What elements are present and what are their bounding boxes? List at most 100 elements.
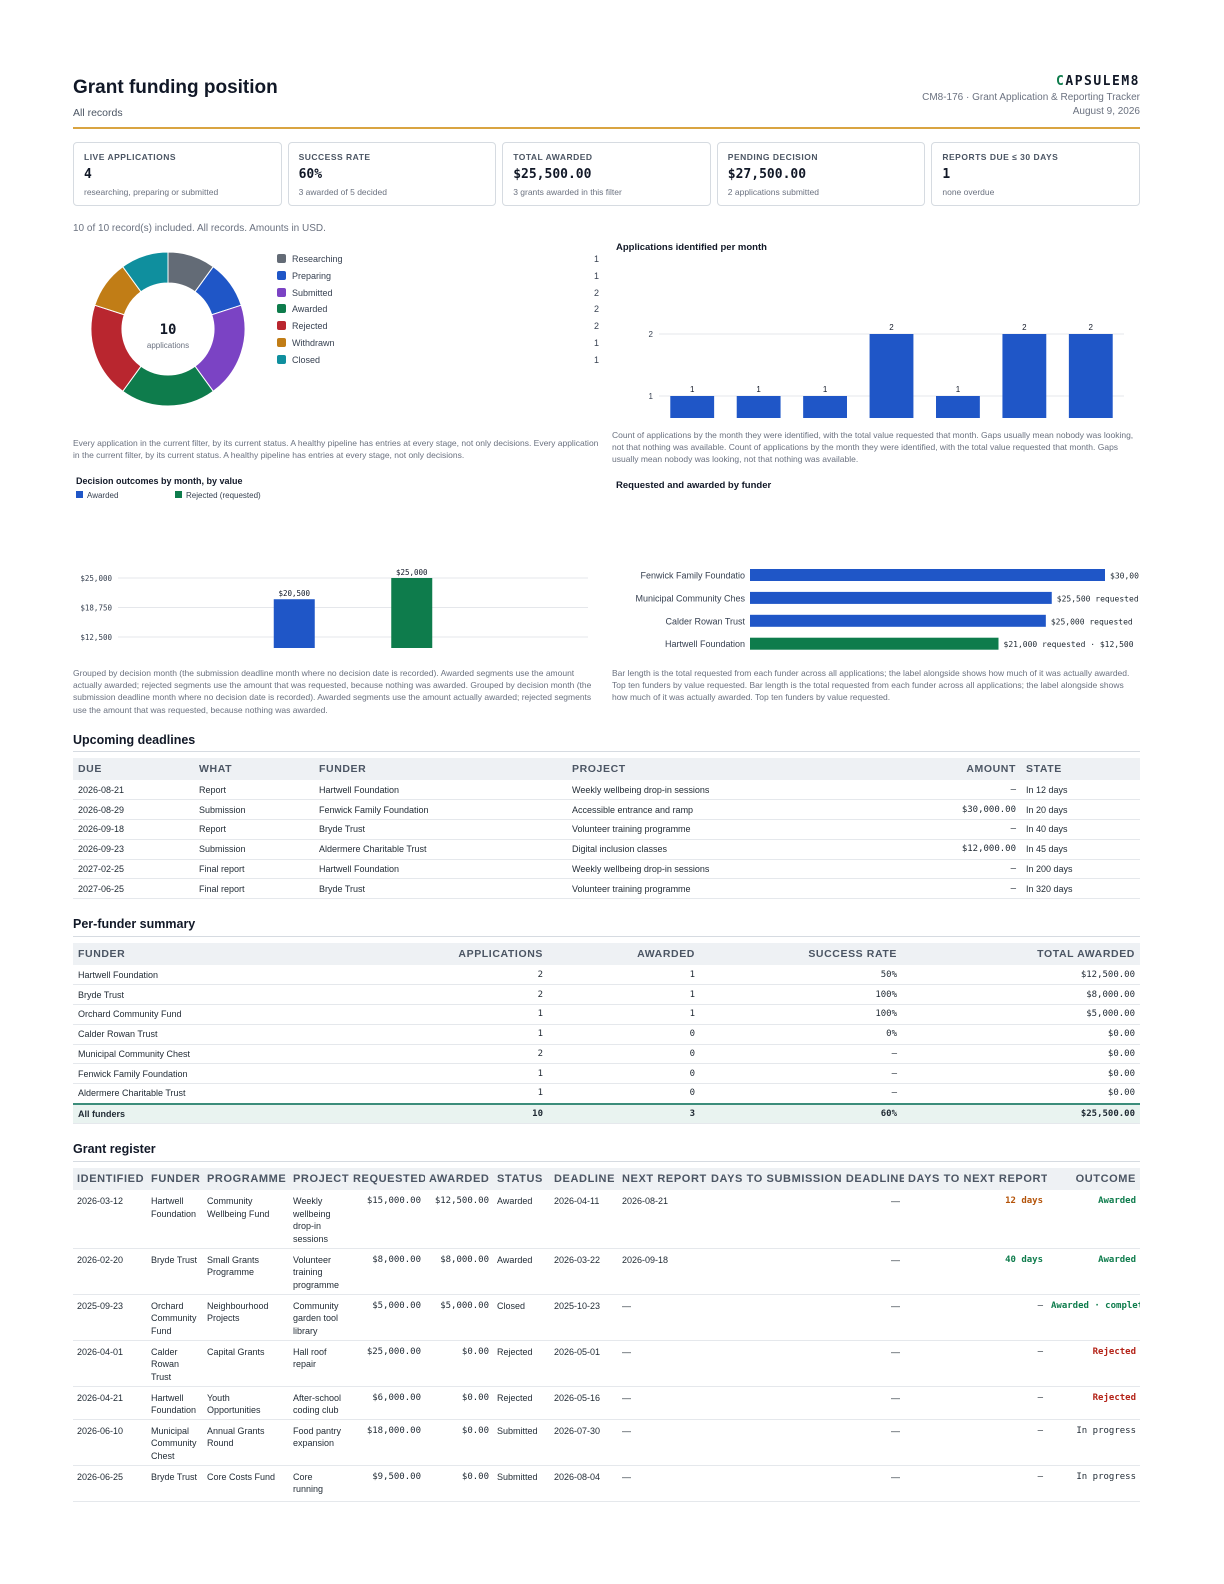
table-cell: — — [700, 1083, 902, 1105]
table-row: Hartwell Foundation 2 1 50% $12,500.00 — [73, 965, 1140, 986]
table-cell: Orchard Community Fund — [147, 1294, 203, 1341]
column-header: DUE — [73, 758, 194, 780]
table-cell: 40 days — [904, 1248, 1047, 1295]
table-cell: Bryde Trust — [314, 878, 567, 900]
column-header: PROJECT — [567, 758, 897, 780]
table-row: 2026-04-01 Calder Rowan Trust Capital Gran… — [73, 1340, 1140, 1387]
legend-item-preparing: Preparing 1 — [277, 270, 599, 283]
column-header: PROJECT — [289, 1168, 349, 1190]
column-header: AMOUNT — [897, 758, 1021, 780]
kpi-label: PENDING DECISION — [727, 152, 818, 162]
table-cell: Volunteer training programme — [567, 819, 897, 840]
brand-block: CAPSULEM8 CM8-176 · Grant Application & … — [922, 74, 1140, 117]
table-cell: — — [707, 1386, 904, 1420]
bar-feb-26 — [736, 396, 781, 418]
table-cell: $5,000.00 — [902, 1004, 1140, 1025]
bar-value-label: 2 — [1022, 323, 1027, 332]
column-header: TOTAL AWARDED — [902, 943, 1140, 965]
table-cell: In 200 days — [1021, 859, 1140, 880]
table-cell: 1 — [373, 1004, 548, 1025]
legend-count: 2 — [593, 321, 599, 332]
table-cell: Weekly wellbeing drop-in sessions — [567, 859, 897, 880]
table-cell: $12,000.00 — [897, 839, 1021, 860]
legend-label: Closed — [292, 354, 321, 365]
legend-count: 1 — [593, 270, 599, 281]
table-cell: Bryde Trust — [314, 819, 567, 840]
legend-label: Withdrawn — [292, 338, 335, 348]
report-date: August 9, 2026 — [1072, 106, 1140, 117]
table-cell: Rejected — [493, 1340, 550, 1387]
legend-label: Submitted — [292, 287, 333, 298]
table-cell: Fenwick Family Foundation — [314, 799, 567, 821]
table-cell: Capital Grants — [203, 1340, 289, 1387]
kpi-label: SUCCESS RATE — [298, 152, 371, 162]
table-cell: $0.00 — [902, 1063, 1140, 1085]
kpi-value: $25,500.00 — [513, 167, 592, 182]
month-chart-caption: Count of applications by the month they … — [612, 430, 1134, 465]
table-row: 2026-03-12 Hartwell Foundation Community W… — [73, 1190, 1140, 1249]
legend-count: 1 — [593, 354, 599, 365]
kpi-card-reports-due: REPORTS DUE ≤ 30 DAYS 1 none overdue — [931, 142, 1140, 206]
funder-label: Hartwell Foundation — [665, 639, 745, 649]
table-cell: In 12 days — [1021, 780, 1140, 801]
table-cell: Awarded — [493, 1190, 550, 1249]
bar-value-label: 2 — [1089, 323, 1094, 332]
table-cell: 0 — [548, 1024, 700, 1045]
table-cell: — — [897, 859, 1021, 880]
table-cell: Volunteer training programme — [289, 1248, 349, 1295]
filter-subtitle: All records — [73, 107, 123, 119]
bar-jul-26 — [1068, 334, 1113, 418]
bar-mar-26 — [803, 396, 847, 418]
table-cell: 2 — [373, 1044, 548, 1065]
kpi-card-live-applications: LIVE APPLICATIONS 4 researching, prepari… — [73, 142, 282, 206]
table-cell: 12 days — [904, 1190, 1047, 1249]
table-cell: Submission — [194, 839, 314, 860]
table-cell: 1 — [548, 984, 700, 1006]
table-cell: 1 — [548, 965, 700, 986]
donut-slice-closed — [122, 251, 169, 293]
table-cell: Hartwell Foundation — [147, 1190, 203, 1249]
legend-label: Rejected — [292, 321, 328, 332]
table-row: Fenwick Family Foundation 1 0— $0.00 — [73, 1063, 1140, 1085]
filter-note: 10 of 10 record(s) included. All records… — [73, 223, 326, 234]
table-cell: 10 — [373, 1102, 548, 1124]
page-title: Grant funding position — [73, 77, 278, 98]
table-cell: 2026-04-11 — [550, 1190, 618, 1249]
legend-label: Rejected (requested) — [186, 491, 261, 500]
table-cell: $0.00 — [902, 1044, 1140, 1065]
document-id: CM8-176 · Grant Application & Reporting … — [922, 92, 1140, 103]
table-cell: — — [707, 1340, 904, 1387]
table-cell: $0.00 — [902, 1024, 1140, 1045]
legend-count: 2 — [593, 287, 599, 298]
legend-label: Researching — [292, 254, 343, 264]
table-cell: In progress — [1047, 1419, 1140, 1466]
table-cell: Fenwick Family Foundation — [73, 1063, 373, 1085]
funder-summary-heading: Per-funder summary — [73, 917, 196, 931]
bar-value-label: 1 — [823, 385, 828, 394]
kpi-value: 1 — [942, 167, 951, 182]
table-cell: 1 — [373, 1024, 548, 1045]
kpi-note: none overdue — [942, 187, 995, 197]
table-cell: — — [618, 1294, 707, 1341]
table-cell: $15,000.00 — [349, 1190, 425, 1249]
table-cell: $8,000.00 — [425, 1248, 493, 1295]
column-header: DAYS TO SUBMISSION DEADLINE — [707, 1168, 904, 1190]
table-cell: 50% — [700, 965, 902, 986]
kpi-card-pending-decision: PENDING DECISION $27,500.00 2 applicatio… — [716, 142, 926, 206]
table-cell: — — [618, 1465, 707, 1502]
table-cell: Weekly wellbeing drop-in sessions — [567, 780, 897, 801]
funder-label: Fenwick Family Foundatio — [640, 571, 745, 581]
table-cell: 2026-08-04 — [550, 1465, 618, 1502]
brand-logo: CAPSULEM8 — [1056, 74, 1140, 89]
table-cell: 2026-05-01 — [550, 1340, 618, 1387]
legend-swatch — [277, 287, 286, 297]
column-header: STATE — [1021, 758, 1140, 780]
table-cell: 2026-07-30 — [550, 1419, 618, 1466]
kpi-note: 3 grants awarded in this filter — [513, 187, 622, 197]
table-cell: 0 — [548, 1044, 700, 1065]
donut-caption: Every application in the current filter,… — [73, 438, 599, 461]
kpi-card-success-rate: SUCCESS RATE 60% 3 awarded of 5 decided — [287, 142, 497, 206]
table-cell: Core running — [289, 1465, 349, 1502]
table-cell: — — [897, 780, 1021, 801]
report-page: Grant funding position All records CAPSU… — [73, 72, 1140, 1502]
